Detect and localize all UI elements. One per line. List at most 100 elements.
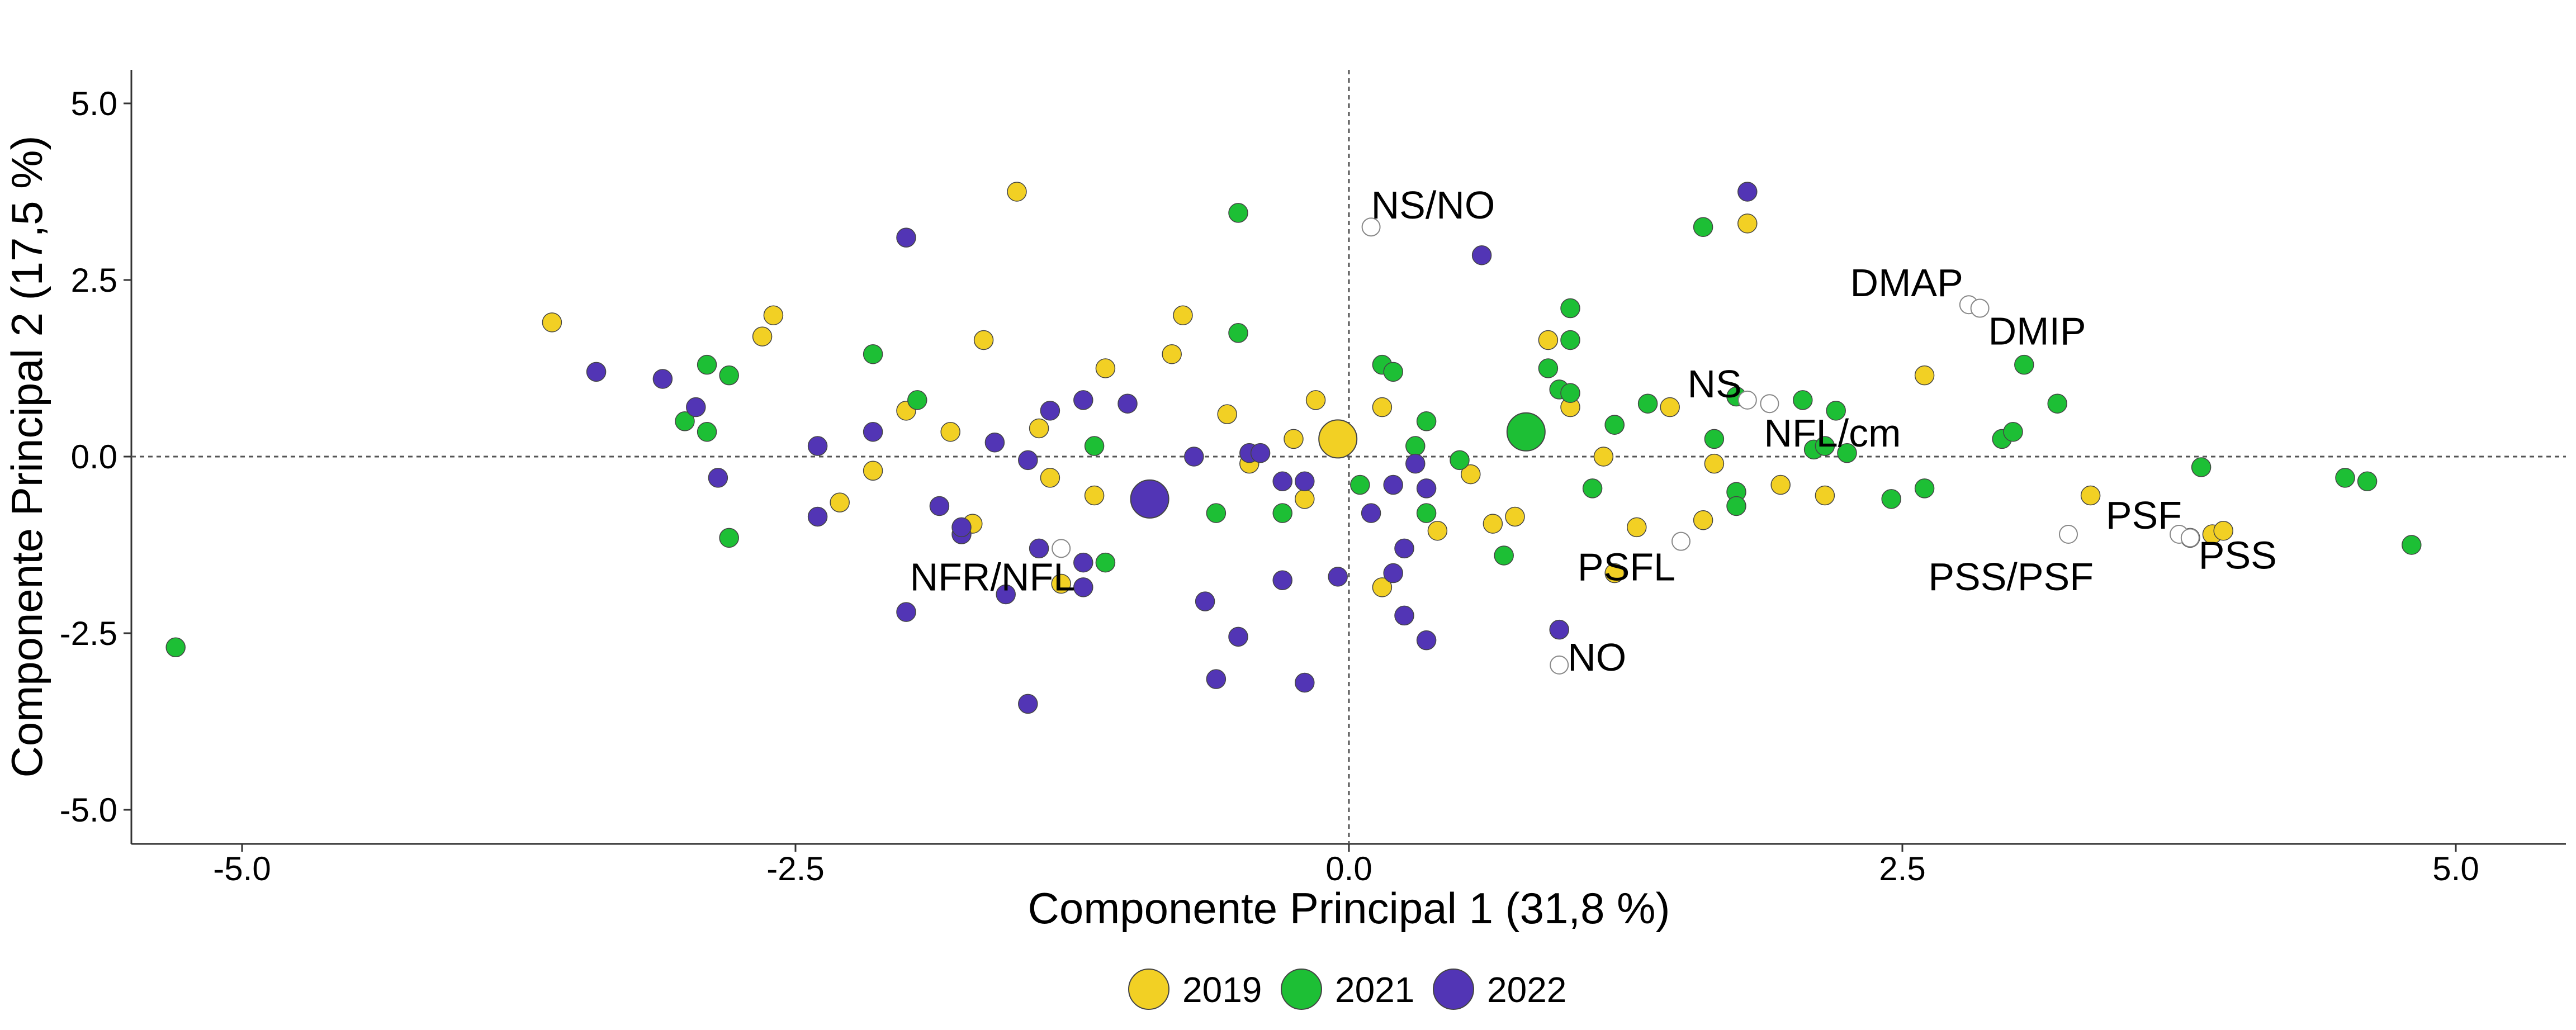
data-point [1117,393,1138,414]
y-tick-label: 5.0 [71,85,117,122]
data-point [1073,577,1093,597]
data-point [1914,365,1935,386]
data-point [807,506,828,527]
data-point [1704,429,1725,449]
data-point [1604,563,1625,583]
variable-markers [1052,217,2200,675]
legend: 2019 2021 2022 [1128,969,1566,1010]
data-point [1328,567,1348,587]
data-point [2335,468,2355,488]
x-tick-label: 5.0 [2432,850,2479,887]
data-point [2402,535,2422,555]
data-point [1660,397,1680,417]
data-point [1372,577,1393,597]
data-point [1272,503,1292,523]
variable-label: PSFL [1578,545,1675,589]
legend-label-2021: 2021 [1335,970,1414,1010]
data-point [1095,358,1116,378]
data-point [1394,605,1414,626]
data-point [863,344,883,364]
data-point [1350,474,1370,495]
variable-marker [2180,528,2200,548]
data-point [1372,397,1393,417]
data-point [652,369,673,389]
legend-label-2019: 2019 [1182,970,1262,1010]
variable-label: NFL/cm [1764,411,1901,455]
data-point [1815,436,1835,456]
variable-label: NS [1688,362,1742,406]
variable-label: PSS/PSF [1928,555,2094,599]
data-point [1250,443,1271,463]
y-axis-title: Componente Principal 2 (17,5 %) [2,136,51,778]
data-point [1416,630,1437,651]
data-point [1461,464,1481,485]
y-axis-ticks: -5.0 -2.5 0.0 2.5 5.0 [60,85,131,829]
data-point [1228,203,1248,223]
data-point [1793,390,1813,410]
variable-label: DMAP [1850,261,1963,305]
data-point [830,492,850,512]
data-point [1084,485,1105,506]
x-tick-label: -2.5 [766,850,824,887]
data-point [1538,330,1559,350]
data-point [1184,447,1204,467]
data-point [1305,390,1326,410]
data-point [1693,217,1713,237]
data-point [697,354,717,375]
data-point [1272,570,1292,590]
data-point [586,362,607,382]
data-point [1018,450,1038,471]
data-point [1770,474,1791,495]
data-point [2003,422,2023,442]
data-point [1505,506,1525,527]
data-point [1737,182,1758,202]
data-point [1228,626,1248,647]
data-point [1693,510,1713,530]
data-point [708,468,728,488]
data-point [2357,471,2378,491]
data-point [1018,694,1038,714]
data-point [1073,390,1093,410]
data-point [1007,182,1027,202]
data-point [1726,496,1746,516]
data-point [863,422,883,442]
x-tick-label: 2.5 [1879,850,1925,887]
data-point [1593,447,1614,467]
data-point [1162,344,1182,364]
data-point [1217,404,1237,424]
data-point [1284,429,1304,449]
variable-marker [1671,531,1690,551]
data-point [863,461,883,481]
data-point [1405,453,1426,474]
data-point [1826,401,1846,421]
data-point [1704,453,1725,474]
data-point [929,496,950,516]
data-point [1483,514,1503,534]
y-tick-label: -5.0 [60,791,117,829]
variable-marker [1760,394,1779,414]
variable-label: DMIP [1988,310,2086,353]
data-point [719,528,739,548]
variable-marker [1970,298,1990,318]
data-point [1394,538,1414,559]
data-point [1416,478,1437,499]
data-point [675,411,695,431]
legend-swatch-2022 [1433,969,1474,1010]
variable-labels: NS/NO DMAP DMIP NS NFL/cm PSFL NFR/NFL NO PSS/PS… [910,183,2277,679]
data-point [1837,443,1857,463]
data-point [1560,330,1580,350]
data-point [1604,415,1625,435]
data-point [1494,545,1514,566]
data-point [1416,411,1437,431]
data-point [896,227,916,248]
data-point [1405,436,1426,456]
variable-label: PSF [2106,493,2182,537]
data-point [697,422,717,442]
data-point [1295,471,1315,491]
data-point [763,305,784,325]
data-point [719,365,739,386]
x-axis-ticks: -5.0 -2.5 0.0 2.5 5.0 [213,844,2479,887]
data-point [1815,485,1835,506]
data-point [542,312,562,333]
